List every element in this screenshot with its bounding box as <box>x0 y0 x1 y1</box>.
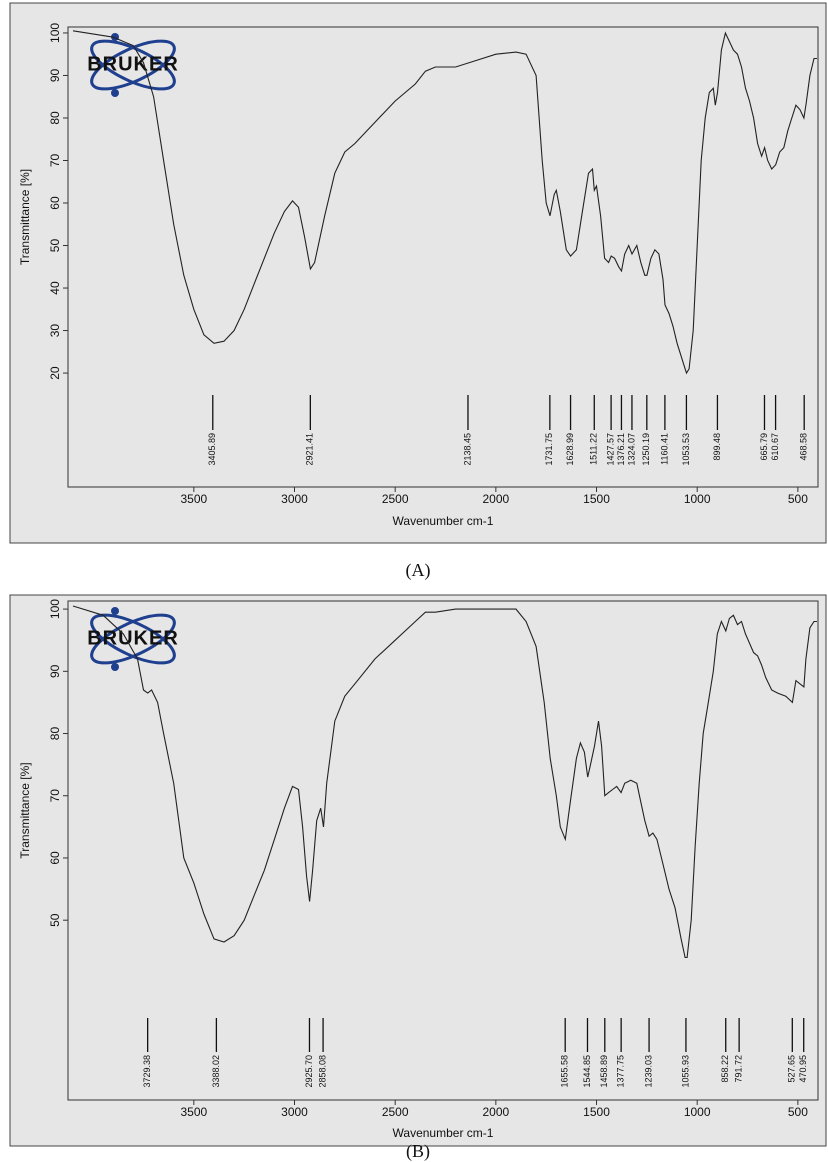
logo-orbit <box>90 39 176 91</box>
x-tick-label: 3500 <box>180 1105 207 1119</box>
peak-label: 1055.93 <box>680 1055 690 1088</box>
peak-label: 470.95 <box>798 1055 808 1083</box>
peak-label: 3388.02 <box>211 1055 221 1088</box>
peak-label: 1427.57 <box>605 433 615 466</box>
peak-label: 2858.08 <box>317 1055 327 1088</box>
y-tick-label: 80 <box>48 111 62 125</box>
y-tick-label: 70 <box>48 153 62 167</box>
y-tick-label: 50 <box>48 239 62 253</box>
x-tick-label: 3000 <box>281 1105 308 1119</box>
peak-label: 1655.58 <box>560 1055 570 1088</box>
logo-text: BRUKER <box>87 53 179 75</box>
peak-label: 1239.03 <box>643 1055 653 1088</box>
y-axis-label: Transmittance [%] <box>18 762 32 858</box>
plot-frame <box>67 600 819 1101</box>
logo-dot <box>111 607 119 615</box>
logo-orbit <box>90 613 176 665</box>
peak-label: 1377.75 <box>616 1055 626 1088</box>
peak-label: 1511.22 <box>589 433 599 465</box>
y-tick-label: 100 <box>48 23 62 43</box>
peak-label: 2138.45 <box>462 433 472 466</box>
y-tick-label: 70 <box>48 789 62 803</box>
panel-caption: (A) <box>406 560 431 581</box>
x-tick-label: 1000 <box>684 1105 711 1119</box>
peak-label: 610.67 <box>770 433 780 461</box>
spectrum-panel: 50 60 70 80 90 100 3500 3000 2500 2000 1500 1000 500… <box>9 594 827 1162</box>
x-tick-label: 500 <box>788 1105 808 1119</box>
peak-label: 3405.89 <box>207 433 217 466</box>
peak-label: 2925.70 <box>304 1055 314 1088</box>
peak-label: 3729.38 <box>142 1055 152 1088</box>
panel-frame <box>9 2 827 544</box>
logo-orbit <box>90 39 176 91</box>
panel-frame <box>9 594 827 1147</box>
x-tick-label: 1500 <box>583 1105 610 1119</box>
y-axis-label: Transmittance [%] <box>18 169 32 265</box>
peak-label: 468.58 <box>799 433 809 461</box>
panel-caption: (B) <box>406 1141 430 1162</box>
y-tick-label: 50 <box>48 913 62 927</box>
peak-label: 1250.19 <box>641 433 651 466</box>
x-axis-label: Wavenumber cm-1 <box>393 1126 494 1140</box>
y-tick-label: 90 <box>48 664 62 678</box>
peak-label: 1544.85 <box>582 1055 592 1088</box>
logo-text: BRUKER <box>87 627 179 649</box>
x-tick-label: 1500 <box>583 492 610 506</box>
x-tick-label: 2000 <box>483 1105 510 1119</box>
x-tick-label: 3000 <box>281 492 308 506</box>
spectrum-line <box>72 30 817 375</box>
logo-dot <box>111 663 119 671</box>
x-tick-label: 1000 <box>684 492 711 506</box>
x-tick-label: 2500 <box>382 492 409 506</box>
y-tick-label: 30 <box>48 324 62 338</box>
logo-orbit <box>90 613 176 665</box>
spectrum-line <box>72 605 817 959</box>
peak-label: 665.79 <box>759 433 769 461</box>
x-tick-label: 500 <box>788 492 808 506</box>
x-tick-label: 2000 <box>483 492 510 506</box>
peak-label: 1458.89 <box>599 1055 609 1088</box>
y-tick-label: 60 <box>48 196 62 210</box>
x-tick-label: 3500 <box>180 492 207 506</box>
peak-label: 1628.99 <box>565 433 575 466</box>
y-tick-label: 90 <box>48 68 62 82</box>
y-tick-label: 100 <box>48 599 62 619</box>
y-tick-label: 20 <box>48 366 62 380</box>
peak-label: 1731.75 <box>544 433 554 466</box>
peak-label: 2921.41 <box>305 433 315 466</box>
x-tick-label: 2500 <box>382 1105 409 1119</box>
peak-label: 527.65 <box>787 1055 797 1083</box>
peak-label: 1324.07 <box>626 433 636 466</box>
logo-dot <box>111 89 119 97</box>
peak-label: 858.22 <box>720 1055 730 1083</box>
plot-frame <box>67 26 819 488</box>
peak-label: 899.48 <box>712 433 722 461</box>
peak-label: 1376.21 <box>616 433 626 466</box>
spectrum-panel: 20 30 40 50 60 70 80 90 100 3500 3000 2500 2000 1500 1… <box>9 2 827 581</box>
y-tick-label: 60 <box>48 851 62 865</box>
y-tick-label: 80 <box>48 727 62 741</box>
peak-label: 1160.41 <box>659 433 669 465</box>
peak-label: 1053.53 <box>681 433 691 466</box>
y-tick-label: 40 <box>48 281 62 295</box>
x-axis-label: Wavenumber cm-1 <box>393 514 494 528</box>
peak-label: 791.72 <box>734 1055 744 1083</box>
